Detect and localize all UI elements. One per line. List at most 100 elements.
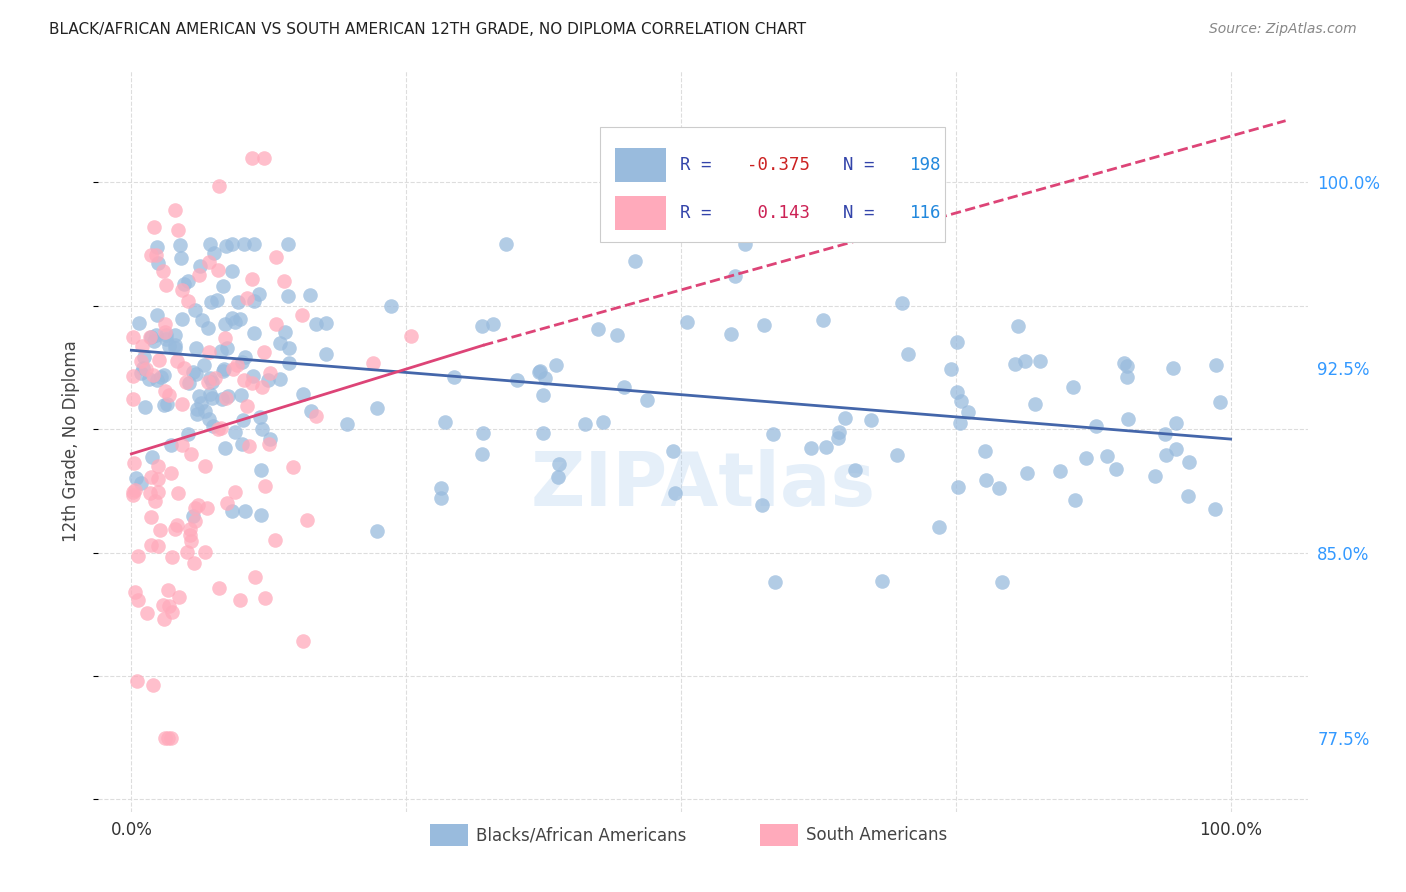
Point (167, 222, 190, 236)
Point (844, 463, 866, 477)
Point (481, 317, 503, 331)
Point (291, 308, 314, 322)
Point (160, 549, 183, 564)
Point (1164, 442, 1187, 456)
Point (249, 463, 271, 477)
Point (129, 476, 152, 491)
Point (259, 437, 281, 451)
Point (163, 522, 186, 536)
Point (122, 368, 145, 383)
Point (233, 504, 256, 518)
Point (156, 582, 179, 597)
Point (215, 341, 238, 355)
Point (159, 437, 181, 451)
Point (141, 248, 163, 262)
Point (1115, 359, 1137, 373)
Point (380, 299, 402, 313)
Point (156, 397, 179, 411)
Point (973, 443, 995, 458)
Point (225, 358, 247, 372)
Point (763, 575, 786, 590)
Point (675, 315, 697, 329)
Point (221, 310, 243, 325)
Point (139, 509, 162, 524)
Point (186, 401, 208, 416)
Point (149, 523, 172, 537)
Point (172, 283, 194, 297)
Point (527, 365, 550, 379)
Point (170, 397, 193, 411)
Text: N =: N = (844, 156, 886, 174)
Point (720, 327, 742, 342)
Point (1014, 353, 1036, 368)
Point (548, 457, 571, 471)
Point (232, 237, 254, 252)
Text: BLACK/AFRICAN AMERICAN VS SOUTH AMERICAN 12TH GRADE, NO DIPLOMA CORRELATION CHAR: BLACK/AFRICAN AMERICAN VS SOUTH AMERICAN… (49, 22, 806, 37)
Point (204, 371, 226, 385)
Point (264, 317, 287, 331)
Point (242, 368, 264, 383)
Point (890, 296, 912, 310)
Point (1116, 412, 1139, 426)
Point (211, 392, 233, 406)
Point (305, 409, 328, 424)
Point (295, 513, 318, 527)
Point (240, 376, 263, 390)
Point (215, 391, 238, 405)
Point (264, 533, 287, 548)
Point (305, 318, 328, 332)
Point (142, 678, 165, 692)
Point (957, 405, 980, 419)
Point (277, 356, 299, 370)
Point (534, 371, 557, 385)
Point (135, 362, 157, 376)
Text: 198: 198 (910, 156, 941, 174)
Point (153, 368, 176, 382)
Point (163, 338, 186, 352)
Point (125, 471, 148, 485)
Point (177, 293, 200, 308)
Point (183, 556, 205, 570)
Point (198, 237, 221, 252)
Point (138, 372, 160, 386)
Point (155, 327, 177, 342)
Point (197, 321, 219, 335)
Point (180, 534, 202, 549)
Point (155, 731, 177, 745)
Point (157, 388, 180, 402)
Point (179, 528, 201, 542)
Y-axis label: 12th Grade, No Diploma: 12th Grade, No Diploma (62, 341, 80, 542)
Point (146, 308, 169, 322)
Point (259, 432, 281, 446)
Point (201, 375, 224, 389)
Text: N =: N = (844, 204, 886, 222)
Point (143, 494, 166, 508)
Point (160, 466, 183, 480)
Point (209, 420, 232, 434)
Point (146, 256, 169, 270)
Point (1105, 462, 1128, 476)
Point (238, 440, 260, 454)
Point (198, 344, 221, 359)
Point (292, 386, 315, 401)
Point (221, 237, 243, 252)
Point (148, 540, 170, 554)
Point (471, 319, 494, 334)
Point (152, 599, 174, 613)
Point (153, 384, 176, 398)
Point (243, 569, 266, 583)
Point (229, 387, 252, 401)
Point (1064, 492, 1087, 507)
Point (217, 496, 239, 510)
Point (430, 481, 453, 495)
Point (240, 272, 263, 286)
Point (188, 259, 211, 273)
Point (315, 316, 337, 330)
Point (194, 404, 217, 418)
FancyBboxPatch shape (614, 147, 665, 182)
Point (129, 354, 152, 368)
Point (146, 458, 169, 473)
Point (361, 356, 384, 370)
Point (1015, 466, 1038, 480)
Point (1007, 319, 1029, 334)
